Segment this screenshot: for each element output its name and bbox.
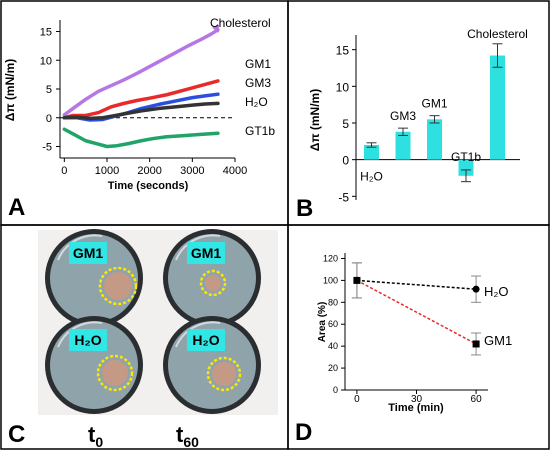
d-x-tick-label: 0 — [354, 394, 360, 405]
d-point-1 — [472, 340, 480, 348]
a-label-cholesterol: Cholesterol — [210, 16, 271, 30]
c-dish-bottom-right: H₂O — [163, 316, 261, 414]
panel-a-letter: A — [8, 194, 25, 221]
a-series-line-3 — [62, 101, 220, 121]
d-point-1 — [353, 276, 361, 284]
d-point-0 — [472, 285, 480, 293]
d-label-gm1: GM1 — [484, 333, 512, 348]
a-y-tick-label: 10 — [40, 55, 52, 67]
a-y-tick-label: 15 — [40, 27, 52, 39]
c-badge — [69, 329, 107, 351]
b-y-tick-label: 15 — [336, 44, 350, 58]
c-dish-highlight — [57, 321, 103, 348]
d-x-tick-label: 60 — [471, 394, 483, 405]
d-label-h2o: H₂O — [484, 284, 509, 299]
c-dish-highlight — [175, 321, 221, 348]
c-sample-spot — [205, 275, 221, 291]
c-badge — [69, 242, 107, 264]
c-badge-label: GM1 — [191, 245, 222, 261]
d-x-axis-label: Time (min) — [388, 402, 444, 414]
d-y-axis-label: Area (%) — [317, 302, 328, 343]
c-dish-highlight — [57, 234, 103, 261]
b-y-tick-label: 5 — [342, 117, 349, 131]
c-sample-spot — [212, 362, 236, 386]
panel-b-bar-chart: -5 0 5 10 15 H₂O GM3 GM1 GT1b Cholesterol Δπ (mN… — [296, 27, 528, 222]
d-y-tick-label: 0 — [333, 385, 338, 395]
d-x-tick-label: 30 — [411, 394, 423, 405]
d-series-line-1 — [356, 279, 477, 345]
a-label-gt1b: GT1b — [245, 124, 275, 138]
c-sample-spot — [102, 360, 128, 386]
a-series-line-4 — [62, 127, 220, 149]
d-y-tick-label: 100 — [323, 275, 338, 285]
d-y-tick-label: 120 — [323, 253, 338, 263]
a-y-tick-label: 5 — [46, 84, 52, 96]
a-cholesterol-end-marker — [211, 24, 219, 33]
a-y-axis-label: Δπ (mN/m) — [3, 59, 17, 121]
panel-b-letter: B — [296, 195, 313, 222]
c-sample-spot — [104, 272, 132, 300]
d-y-tick-label: 60 — [328, 319, 338, 329]
b-category-label-4: Cholesterol — [467, 27, 528, 41]
a-x-axis-label: Time (seconds) — [108, 180, 189, 192]
d-y-tick-label: 20 — [328, 363, 338, 373]
b-category-label-1: GM3 — [390, 109, 416, 123]
panel-c-letter: C — [8, 421, 25, 448]
a-x-tick-label: 0 — [61, 165, 67, 177]
b-bar-2 — [427, 119, 442, 160]
c-badge — [187, 329, 225, 351]
c-dotted-ring — [199, 269, 227, 297]
a-label-h2o: H₂O — [245, 95, 268, 109]
c-dish-top-left: GM1 — [45, 229, 143, 327]
b-y-axis-label: Δπ (mN/m) — [308, 89, 322, 151]
panel-c-photo-grid: GM1 GM1 H₂O H₂O C t0 t60 — [8, 229, 278, 450]
a-y-tick-label: 0 — [46, 113, 52, 125]
a-x-tick-label: 1000 — [95, 165, 119, 177]
b-category-label-3: GT1b — [451, 150, 481, 164]
c-dish-highlight — [175, 234, 221, 261]
panel-d-letter: D — [295, 419, 312, 446]
panel-a-line-chart: -5 0 5 10 15 0 1000 2000 3000 4000 Δπ (mN/m) Tim… — [3, 16, 275, 221]
a-series-line-1 — [62, 79, 220, 120]
panel-d-frame — [287, 224, 550, 450]
panel-d-line-chart: 0 20 40 60 80 100 120 0 30 60 Area (%) Time (min… — [295, 253, 512, 446]
a-series-line-0 — [62, 28, 220, 117]
a-x-tick-label: 4000 — [223, 165, 247, 177]
c-dish-top-right: GM1 — [163, 229, 261, 327]
b-bar-4 — [490, 55, 505, 160]
c-dish-bottom-left: H₂O — [45, 316, 143, 414]
c-dotted-ring — [96, 354, 134, 392]
b-bar-0 — [364, 145, 379, 160]
c-badge — [187, 242, 225, 264]
a-label-gm3: GM3 — [245, 76, 271, 90]
c-label-t60: t60 — [176, 422, 199, 450]
b-bar-1 — [395, 131, 411, 160]
a-x-tick-label: 2000 — [137, 165, 161, 177]
b-y-tick-label: 0 — [342, 154, 349, 168]
a-x-tick-label: 3000 — [180, 165, 204, 177]
b-category-label-2: GM1 — [421, 97, 447, 111]
c-badge-label: H₂O — [74, 332, 101, 348]
d-y-tick-label: 40 — [328, 341, 338, 351]
c-badge-label: H₂O — [192, 332, 219, 348]
d-y-tick-label: 80 — [328, 297, 338, 307]
b-y-tick-label: -5 — [338, 190, 349, 204]
b-y-tick-label: 10 — [336, 80, 350, 94]
c-dotted-ring — [206, 356, 242, 392]
d-series-line-0 — [356, 279, 477, 290]
a-y-tick-label: -5 — [42, 142, 52, 154]
c-dotted-ring — [98, 266, 138, 306]
b-category-label-0: H₂O — [360, 170, 383, 184]
a-label-gm1: GM1 — [245, 57, 271, 71]
c-badge-label: GM1 — [73, 245, 104, 261]
c-label-t0: t0 — [88, 422, 103, 450]
b-bar-3 — [458, 159, 474, 176]
